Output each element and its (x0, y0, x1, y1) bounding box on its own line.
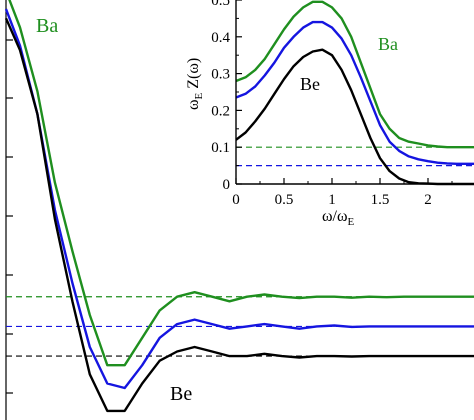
inset-y-tick-label-2: 0.2 (211, 103, 230, 119)
inset-plot: 0 0.1 0.2 0.3 0.4 0.5 0 0.5 1 1.5 2 ω/ωE ωE Z(ω) Ba Be (185, 0, 474, 228)
inset-x-axis-label: ω/ωE (322, 208, 355, 228)
inset-label-be: Be (300, 74, 320, 94)
main-series-line-2 (4, 17, 474, 413)
inset-y-tick-label-0: 0 (223, 177, 231, 193)
inset-y-tick-label-4: 0.4 (211, 30, 230, 46)
main-series-line-1 (4, 8, 474, 390)
inset-background (236, 0, 474, 184)
inset-y-tick-label-1: 0.1 (211, 140, 230, 156)
main-label-ba: Ba (36, 15, 58, 37)
inset-y-tick-label-5: 0.5 (211, 0, 230, 9)
inset-x-tick-label-3: 1.5 (371, 192, 390, 208)
inset-x-tick-label-4: 2 (424, 192, 432, 208)
inset-y-axis-label: ωE Z(ω) (185, 58, 205, 110)
inset-x-tick-label-1: 0.5 (275, 192, 294, 208)
inset-label-ba: Ba (378, 34, 398, 54)
main-series-line-0 (8, 0, 474, 367)
inset-x-tick-label-2: 1 (328, 192, 336, 208)
inset-y-tick-label-3: 0.3 (211, 67, 230, 83)
inset-series-line-0 (235, 0, 474, 149)
inset-series-line-1 (235, 20, 474, 165)
inset-x-tick-label-0: 0 (232, 192, 240, 208)
main-label-be: Be (170, 383, 192, 405)
main-plot: Ba Be (4, 0, 474, 420)
